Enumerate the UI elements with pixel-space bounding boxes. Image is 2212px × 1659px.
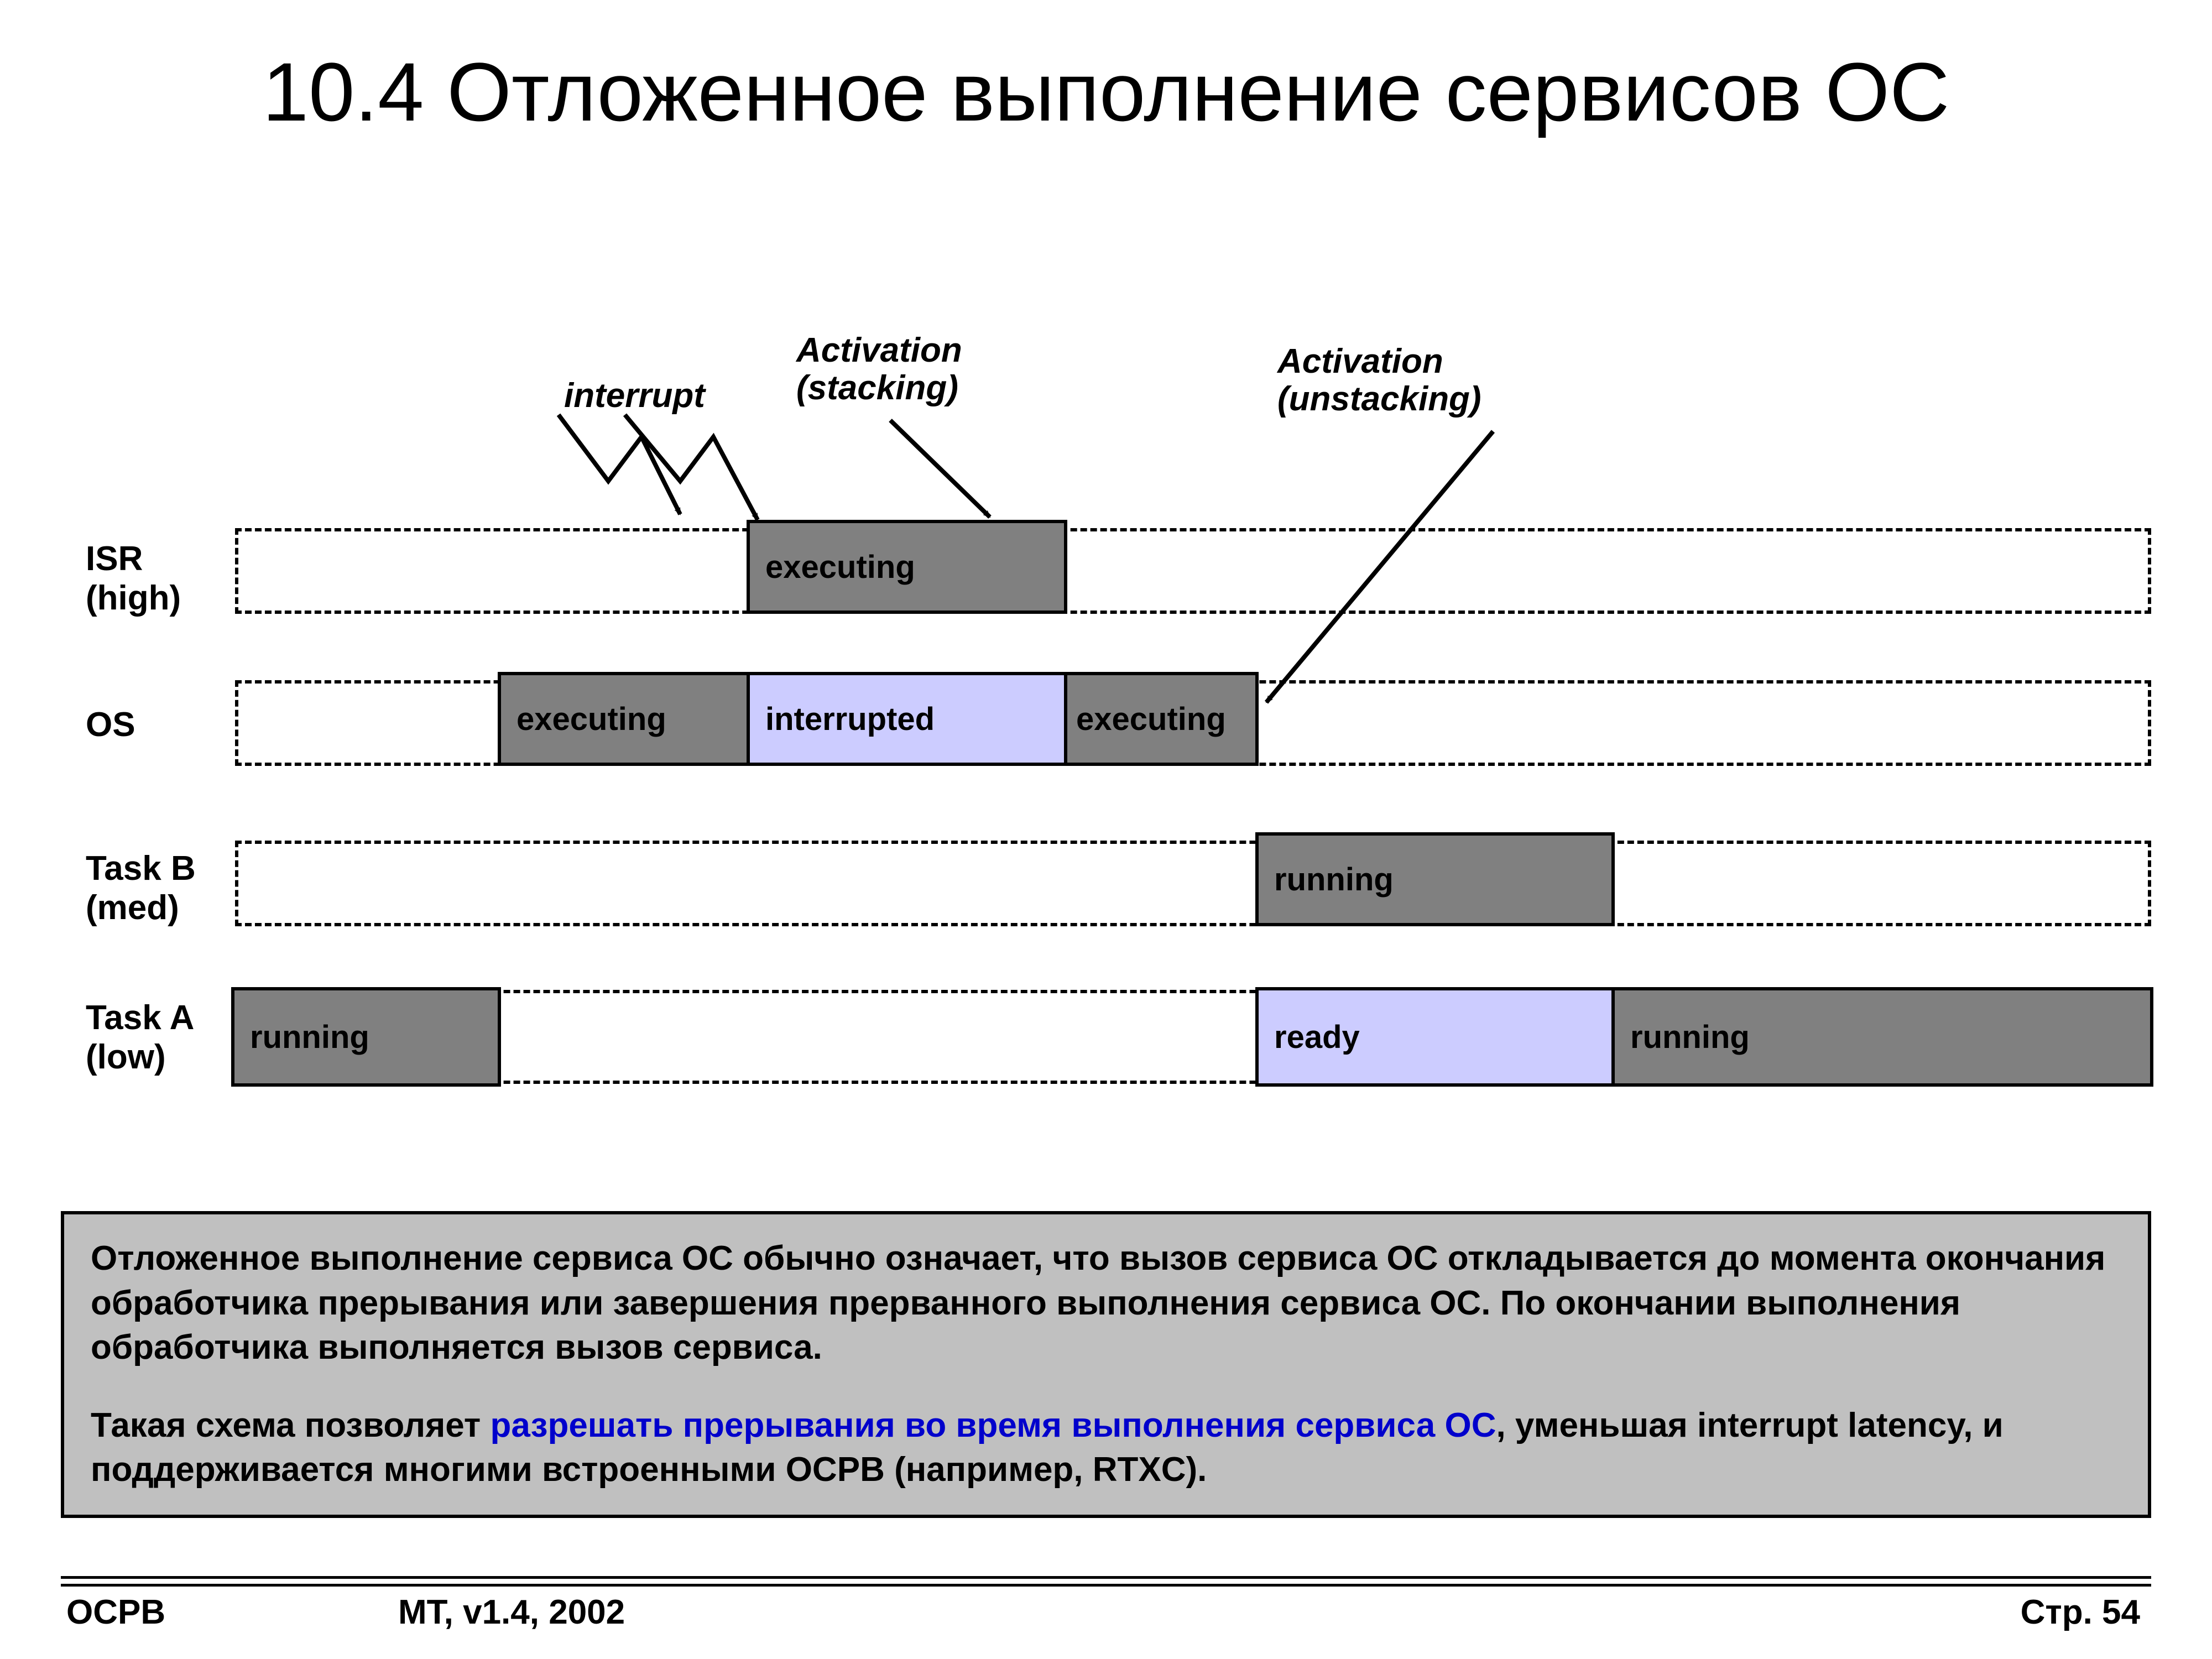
- info-p2-highlight: разрешать прерывания во время выполнения…: [491, 1406, 1496, 1444]
- info-box: Отложенное выполнение сервиса ОС обычно …: [61, 1211, 2151, 1518]
- footer-left: ОСРВ: [66, 1593, 165, 1632]
- block-ta-ready: ready: [1255, 987, 1615, 1087]
- slide-title: 10.4 Отложенное выполнение сервисов ОС: [0, 44, 2212, 140]
- block-os-exec1: executing: [498, 672, 750, 766]
- label-activation-unstacking: Activation (unstacking): [1277, 343, 1543, 418]
- slide: 10.4 Отложенное выполнение сервисов ОС i…: [0, 0, 2212, 1659]
- row-label-os: OS: [86, 705, 135, 744]
- block-ta-run2: running: [1611, 987, 2153, 1087]
- block-tb-running: running: [1255, 832, 1615, 926]
- info-p2a: Такая схема позволяет: [91, 1406, 491, 1444]
- block-ta-run1: running: [231, 987, 501, 1087]
- row-label-taskb: Task B (med): [86, 849, 229, 928]
- footer-line-2: [61, 1584, 2151, 1587]
- info-p1: Отложенное выполнение сервиса ОС обычно …: [91, 1237, 2121, 1370]
- block-os-interrupted: interrupted: [747, 672, 1067, 766]
- footer-center: MT, v1.4, 2002: [398, 1593, 625, 1632]
- row-label-isr: ISR (high): [86, 539, 224, 618]
- label-interrupt: interrupt: [564, 376, 705, 415]
- footer-right: Стр. 54: [2021, 1593, 2140, 1632]
- block-isr-executing: executing: [747, 520, 1067, 614]
- footer-line-1: [61, 1576, 2151, 1579]
- block-os-exec2: executing: [1064, 672, 1259, 766]
- track-isr: [235, 528, 2151, 614]
- row-label-taska: Task A (low): [86, 998, 229, 1077]
- info-p2: Такая схема позволяет разрешать прерыван…: [91, 1404, 2121, 1493]
- label-activation-stacking: Activation (stacking): [796, 332, 1029, 407]
- track-taskb: [235, 841, 2151, 926]
